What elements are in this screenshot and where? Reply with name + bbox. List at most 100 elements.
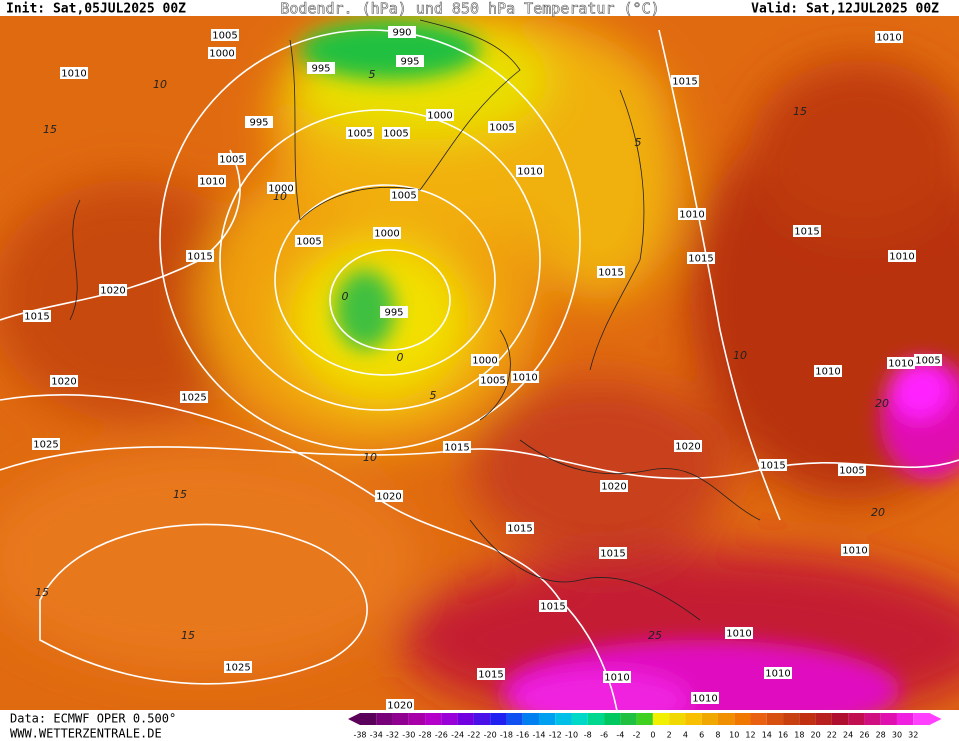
init-time: Init: Sat,05JUL2025 00Z (6, 2, 186, 17)
isobar-label-box (597, 266, 625, 278)
isobar-label-box (346, 127, 374, 139)
colorbar-box (717, 713, 735, 725)
colorbar-box (555, 713, 572, 725)
isobar-label: 1010 (692, 694, 717, 705)
isobar-label: 1015 (688, 254, 713, 265)
isobar-label-box (687, 252, 715, 264)
temperature-label: 20 (871, 506, 885, 519)
colorbar-box (604, 713, 621, 725)
isobar-label: 1010 (604, 673, 629, 684)
colorbar-tick-label: -20 (484, 731, 497, 740)
isobar-label-box (380, 306, 408, 318)
isobar-label-box (838, 464, 866, 476)
colorbar-tick-label: 14 (762, 731, 772, 740)
temperature-label: 0 (342, 290, 349, 303)
colorbar-tick-label: -32 (386, 731, 399, 740)
colorbar-box (587, 713, 605, 725)
isobar-label-box (600, 480, 628, 492)
colorbar-tick-label: -10 (565, 731, 578, 740)
colorbar-tick-label: -30 (402, 731, 415, 740)
isobar-label: 1015 (540, 602, 565, 613)
colorbar-tick-label: -8 (584, 731, 592, 740)
colorbar-tick-label: 0 (650, 731, 655, 740)
colorbar-box (376, 713, 393, 725)
isobar-label: 1020 (100, 286, 125, 297)
isobar-label-box (375, 490, 403, 502)
colorbar-tick-label: -16 (516, 731, 529, 740)
isobar-label-box (914, 354, 942, 366)
colorbar-box (913, 713, 930, 725)
colorbar-box (457, 713, 474, 725)
isobar-label-box (814, 365, 842, 377)
colorbar-tick-label: 16 (778, 731, 788, 740)
colorbar-tick-label: -26 (435, 731, 448, 740)
colorbar-box (880, 713, 897, 725)
isobar-label: 1010 (61, 69, 86, 80)
colorbar-tick-label: -14 (532, 731, 545, 740)
colorbar-tick-label: -24 (451, 731, 464, 740)
isobar-label-box (671, 75, 699, 87)
colorbar-box (490, 713, 507, 725)
colorbar-box (848, 713, 865, 725)
colorbar-box (669, 713, 686, 725)
isobar-label: 1015 (24, 312, 49, 323)
isobar-label: 1025 (33, 440, 58, 451)
temperature-label: 15 (173, 488, 187, 501)
isobar-label-box (479, 374, 507, 386)
isobar-label: 1000 (427, 111, 452, 122)
isobar-label-box (477, 668, 505, 680)
colorbar-tick-label: -28 (419, 731, 432, 740)
colorbar-tick-label: -4 (616, 731, 624, 740)
isobar-label: 1010 (199, 177, 224, 188)
isobar-label-box (60, 67, 88, 79)
isobar-label-box (603, 671, 631, 683)
colorbar-box (766, 713, 784, 725)
colorbar-box (750, 713, 767, 725)
temperature-label: 25 (648, 629, 662, 642)
colorbar-tick-label: 22 (827, 731, 837, 740)
isobar-label: 1010 (765, 669, 790, 680)
isobar-label-box (224, 661, 252, 673)
isobar-label-box (678, 208, 706, 220)
isobar-label: 1025 (181, 393, 206, 404)
website: WWW.WETTERZENTRALE.DE (10, 727, 162, 741)
isobar-label-box (888, 250, 916, 262)
isobar-label-box (488, 121, 516, 133)
temperature-label: 20 (875, 397, 889, 410)
colorbar-tick-label: -38 (353, 731, 366, 740)
colorbar-tick-label: 28 (876, 731, 886, 740)
isobar-label-box (23, 310, 51, 322)
colorbar-tick-label: -6 (600, 731, 608, 740)
isobar-label-box (674, 440, 702, 452)
temperature-label: 10 (273, 190, 287, 203)
isobar-label: 1020 (376, 492, 401, 503)
isobar-label: 995 (384, 308, 403, 319)
isobar-label-box (307, 62, 335, 74)
temperature-label: 10 (733, 349, 747, 362)
colorbar-tick-label: -18 (500, 731, 513, 740)
isobar-label-box (373, 227, 401, 239)
isobar-label-box (875, 31, 903, 43)
isobar-label: 995 (311, 64, 330, 75)
isobar-label-box (245, 116, 273, 128)
colorbar-tick-label: 18 (794, 731, 804, 740)
isobar-label: 1010 (842, 546, 867, 557)
isobar-label-box (511, 371, 539, 383)
isobar-label: 1010 (888, 359, 913, 370)
temperature-label: 15 (35, 586, 49, 599)
isobar-label-box (793, 225, 821, 237)
isobar-label: 1000 (268, 184, 293, 195)
isobar-label-box (99, 284, 127, 296)
temperature-label: 5 (369, 68, 376, 81)
isobar-label: 990 (392, 28, 411, 39)
temperature-label: 10 (363, 451, 377, 464)
isobar-label-box (198, 175, 226, 187)
isobar-label: 1005 (383, 129, 408, 140)
isobar-label: 1010 (876, 33, 901, 44)
colorbar-tick-label: -34 (370, 731, 383, 740)
isobar-label: 995 (249, 118, 268, 129)
isobar-label-box (50, 375, 78, 387)
isobar-label: 1010 (726, 629, 751, 640)
